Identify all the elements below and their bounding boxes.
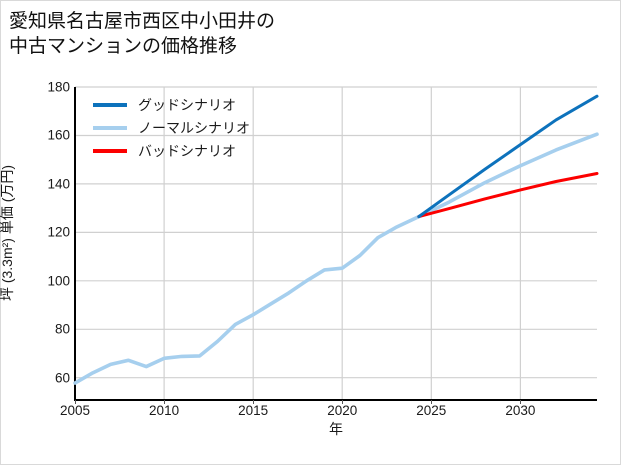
x-tick-mark — [431, 400, 433, 404]
data-series — [73, 94, 599, 385]
y-tick-label: 60 — [54, 370, 70, 386]
legend-label: ノーマルシナリオ — [138, 119, 250, 136]
legend-item[interactable]: バッドシナリオ — [93, 139, 250, 162]
legend-label: バッドシナリオ — [138, 142, 236, 159]
x-tick-label: 2005 — [59, 403, 91, 418]
x-tick-label: 2010 — [149, 403, 180, 418]
y-tick-label: 80 — [54, 321, 70, 337]
legend-color-swatch — [93, 125, 127, 130]
x-tick-mark — [75, 400, 76, 404]
y-tick-label: 160 — [47, 127, 70, 143]
x-tick-label: 2025 — [416, 403, 447, 418]
x-axis-label: 年 — [329, 421, 343, 437]
x-tick-mark — [520, 400, 522, 404]
y-tick-label: 100 — [47, 273, 70, 289]
y-tick-label: 120 — [47, 224, 70, 240]
x-tick-label: 2015 — [238, 403, 269, 418]
x-tick-mark — [342, 400, 344, 404]
y-tick-label: 180 — [47, 79, 70, 95]
legend-color-swatch — [93, 148, 127, 153]
chart-title: 愛知県名古屋市西区中小田井の 中古マンションの価格推移 — [9, 11, 276, 57]
chart-legend: グッドシナリオ ノーマルシナリオ バッドシナリオ — [87, 91, 256, 166]
plot-area: 60 80 100 120 140 160 180 2005 2010 2015 2020 2025… — [47, 80, 599, 437]
x-tick-mark — [164, 400, 166, 404]
legend-color-swatch — [93, 102, 127, 107]
legend-item[interactable]: グッドシナリオ — [93, 93, 250, 116]
legend-item[interactable]: ノーマルシナリオ — [93, 116, 250, 139]
x-tick-label: 2020 — [327, 403, 358, 418]
plot-background — [75, 87, 597, 400]
y-axis-line — [74, 87, 76, 400]
legend-label: グッドシナリオ — [138, 96, 236, 113]
y-tick-label: 140 — [47, 176, 70, 192]
x-tick-mark — [253, 400, 255, 404]
x-axis-line — [74, 399, 597, 401]
x-tick-label: 2030 — [505, 403, 536, 418]
